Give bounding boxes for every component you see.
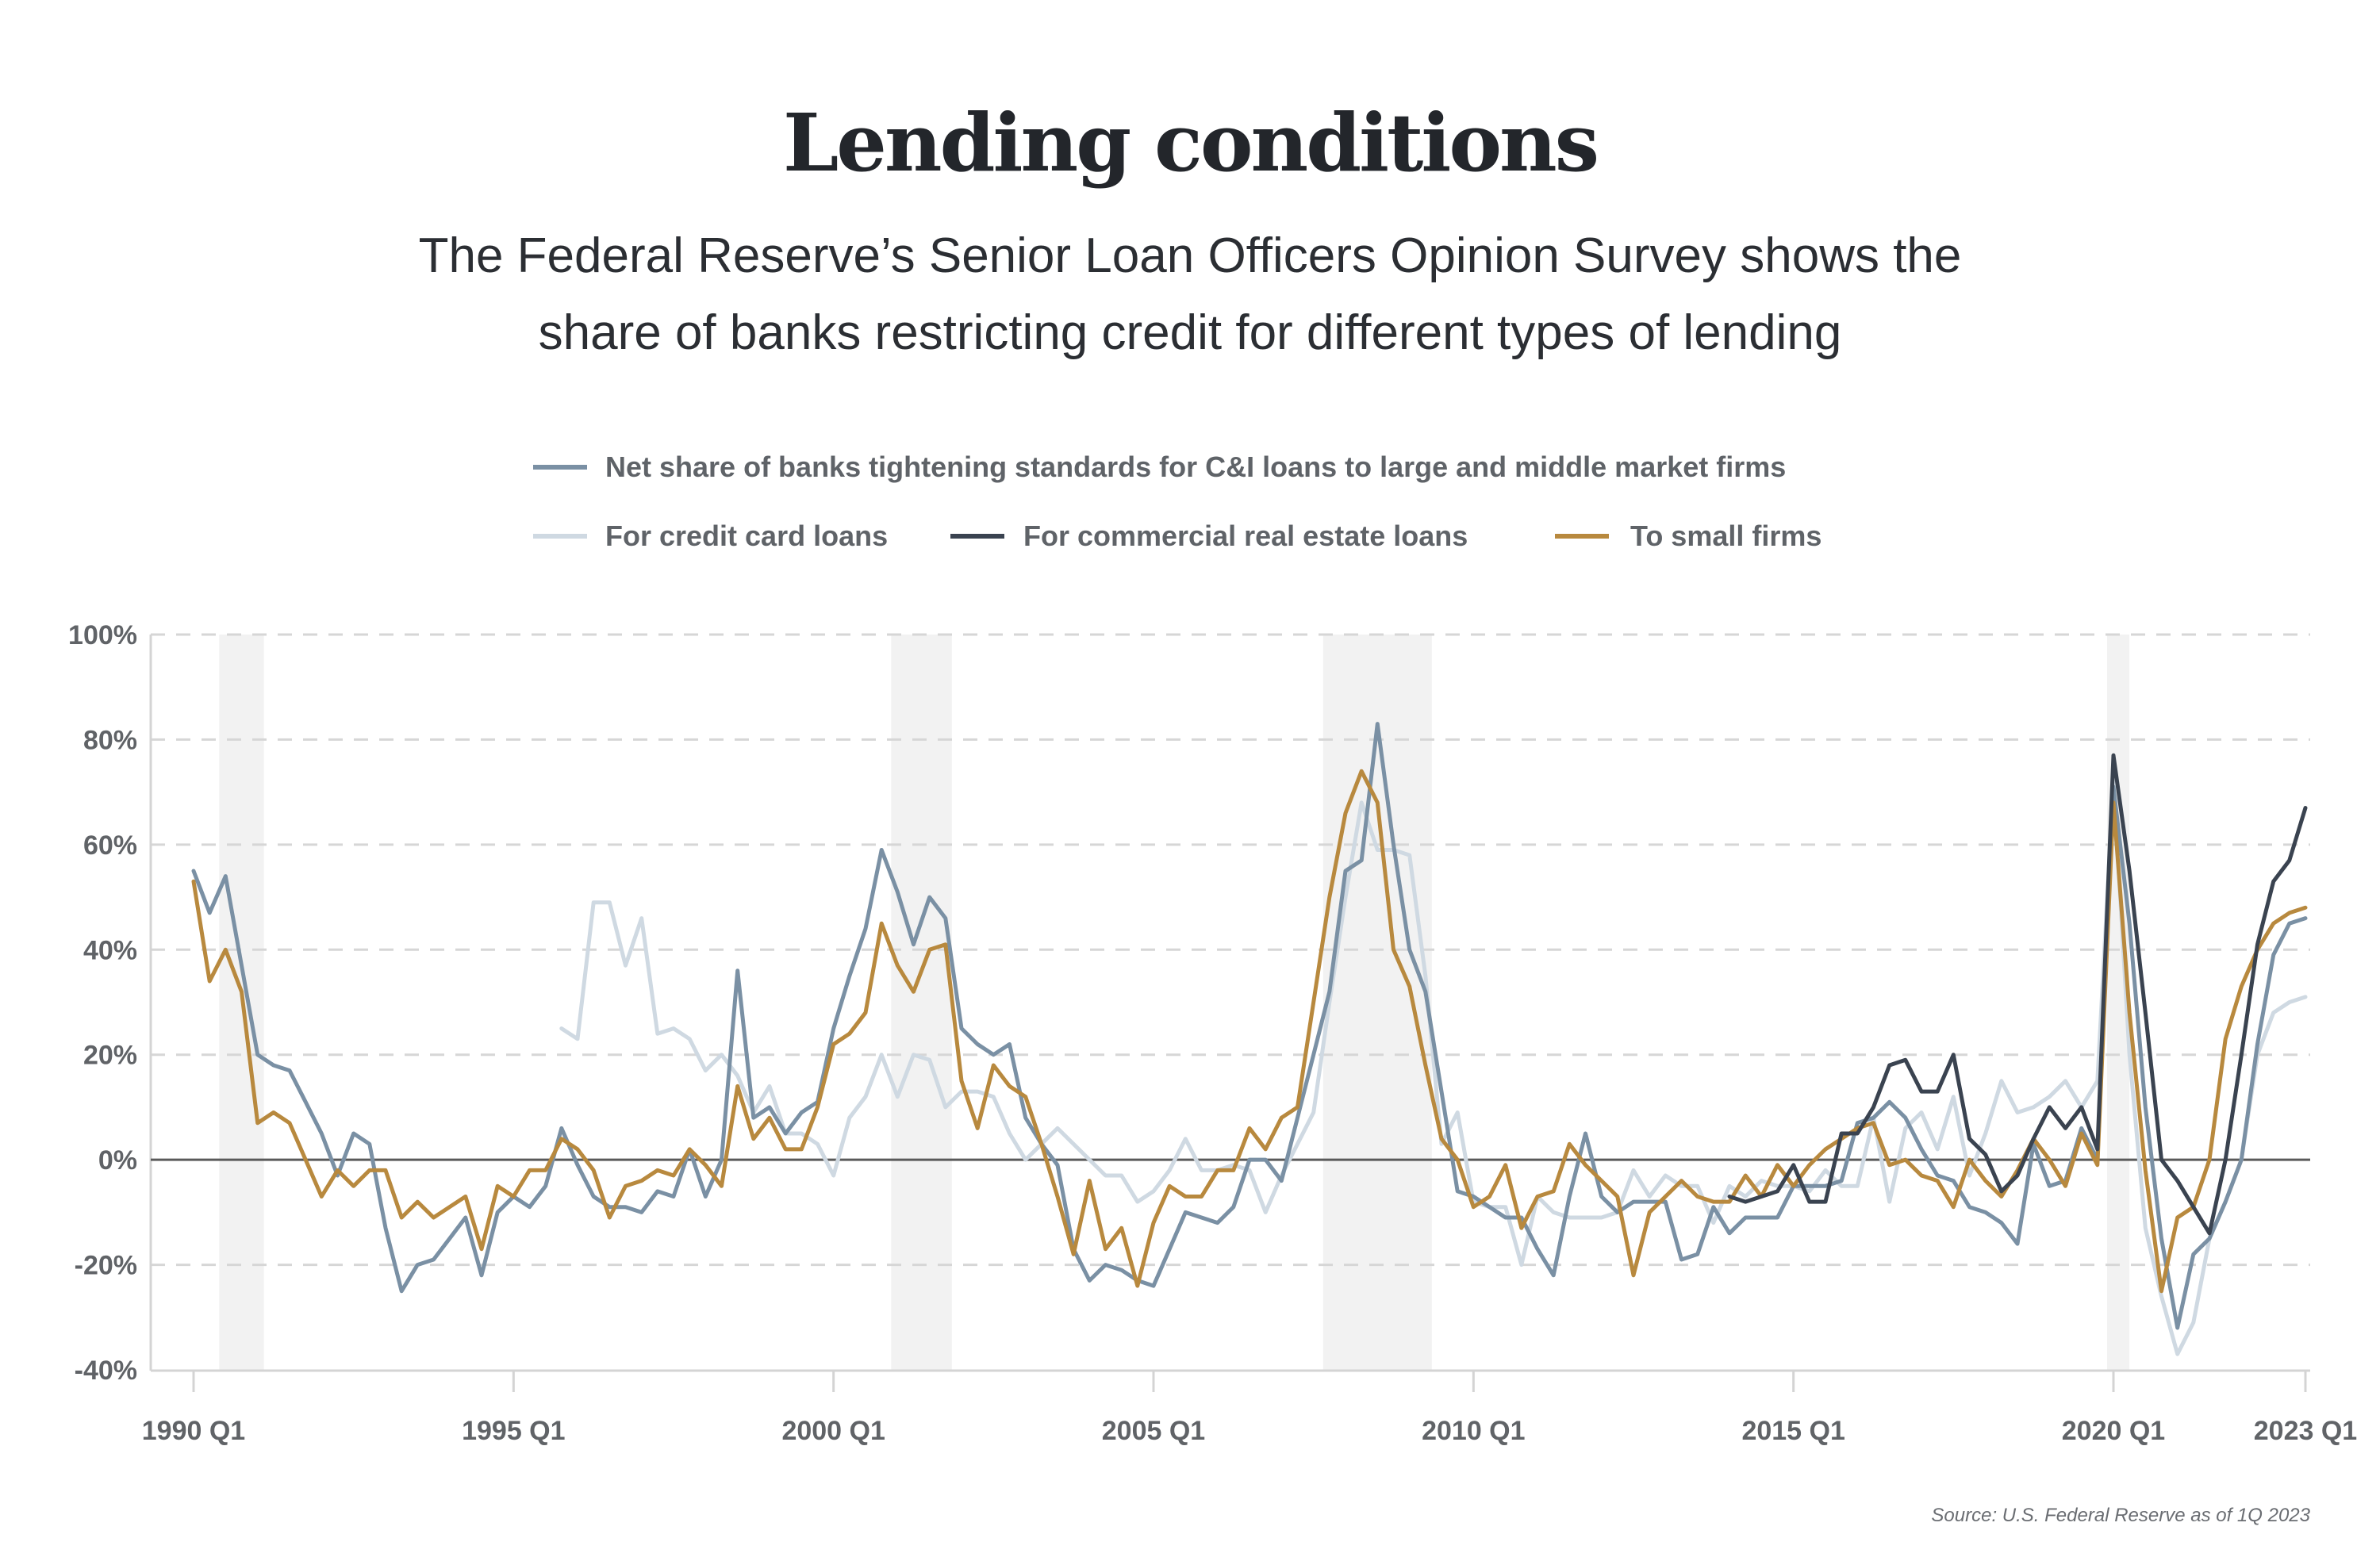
series-cre (1727, 753, 2308, 1236)
x-tick-label: 2005 Q1 (1102, 1416, 1205, 1446)
chart-subtitle-line-2: share of banks restricting credit for di… (539, 305, 1842, 360)
series-credit-card-line (559, 779, 2308, 1356)
series-lines (191, 722, 2308, 1356)
y-tick-label: -20% (75, 1251, 137, 1281)
x-tick-label: 1990 Q1 (142, 1416, 245, 1446)
series-cre-line (1727, 753, 2308, 1236)
x-tick-label: 2023 Q1 (2254, 1416, 2357, 1446)
recession-band (1322, 635, 1432, 1370)
x-tick-label: 2010 Q1 (1422, 1416, 1525, 1446)
x-axis-ticks: 1990 Q1 1995 Q1 2000 Q1 2005 Q1 2010 Q1 2015 … (142, 1371, 2357, 1446)
legend: Net share of banks tightening standards … (533, 451, 1821, 552)
legend-label-ci-loans: Net share of banks tightening standards … (605, 451, 1786, 483)
series-small-firms-line (191, 769, 2308, 1294)
legend-label-cre: For commercial real estate loans (1023, 520, 1468, 552)
y-axis-ticks: 100% 80% 60% 40% 20% 0% -20% -40% (68, 620, 137, 1386)
gridlines (151, 633, 2310, 1267)
y-tick-label: 20% (83, 1041, 137, 1071)
legend-item-credit-card: For credit card loans (533, 520, 888, 552)
x-tick-label: 2015 Q1 (1741, 1416, 1844, 1446)
legend-label-small-firms: To small firms (1630, 520, 1821, 552)
legend-item-small-firms: To small firms (1555, 520, 1821, 552)
y-tick-label: -40% (75, 1356, 137, 1386)
chart-title: Lending conditions (783, 96, 1597, 190)
legend-label-credit-card: For credit card loans (605, 520, 888, 552)
series-ci-loans (191, 722, 2308, 1330)
y-tick-label: 80% (83, 725, 137, 755)
legend-item-ci-loans: Net share of banks tightening standards … (533, 451, 1786, 483)
x-tick-label: 2020 Q1 (2062, 1416, 2165, 1446)
y-tick-label: 100% (68, 620, 137, 650)
series-ci-loans-line (191, 722, 2308, 1330)
recession-shading (219, 635, 2130, 1370)
source-note: Source: U.S. Federal Reserve as of 1Q 20… (1931, 1505, 2310, 1526)
x-tick-label: 2000 Q1 (781, 1416, 885, 1446)
legend-item-cre: For commercial real estate loans (950, 520, 1468, 552)
y-tick-label: 60% (83, 830, 137, 861)
series-credit-card (559, 779, 2308, 1356)
chart-subtitle-line-1: The Federal Reserve’s Senior Loan Office… (419, 228, 1962, 283)
y-tick-label: 0% (98, 1145, 137, 1176)
y-tick-label: 40% (83, 935, 137, 965)
x-tick-label: 1995 Q1 (462, 1416, 565, 1446)
recession-band (891, 635, 952, 1370)
series-small-firms (191, 769, 2308, 1294)
